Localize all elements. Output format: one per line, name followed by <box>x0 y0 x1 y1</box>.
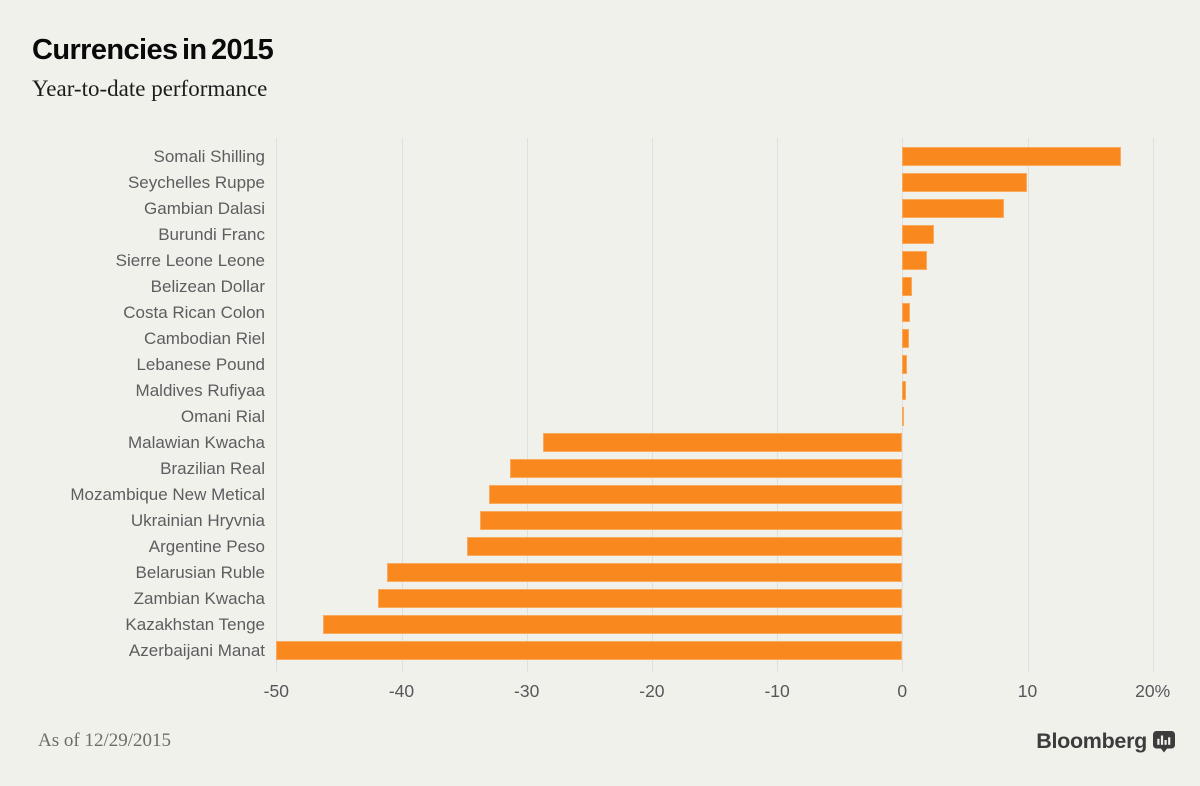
axis-tick-label: -40 <box>388 681 415 701</box>
value-bar <box>489 485 903 504</box>
category-label: Omani Rial <box>180 406 265 426</box>
category-label: Costa Rican Colon <box>123 302 265 322</box>
value-bar <box>902 225 934 244</box>
category-label: Argentine Peso <box>148 536 265 556</box>
category-label: Ukrainian Hryvnia <box>130 510 265 530</box>
page-subtitle: Year-to-date performance <box>32 76 268 101</box>
value-bar <box>322 615 903 634</box>
value-bar <box>386 563 903 582</box>
axis-tick-label: -20 <box>639 681 665 701</box>
value-bar <box>543 433 903 452</box>
gridline <box>777 138 779 672</box>
gridline <box>526 138 528 672</box>
category-label: Seychelles Ruppe <box>127 172 265 192</box>
category-label: Sierre Leone Leone <box>115 250 265 270</box>
category-label: Kazakhstan Tenge <box>125 614 265 634</box>
category-label: Cambodian Riel <box>144 328 265 348</box>
category-label: Mozambique New Metical <box>70 484 265 504</box>
as-of-date: As of 12/29/2015 <box>38 730 171 751</box>
value-bar <box>902 251 928 270</box>
axis-tick-label: 0 <box>897 681 908 701</box>
axis-tick-label: 10 <box>1017 681 1038 701</box>
value-bar <box>902 277 912 296</box>
value-bar <box>902 355 907 374</box>
value-bar <box>902 329 910 348</box>
axis-tick-label: -50 <box>263 681 289 701</box>
gridline <box>651 138 653 672</box>
value-bar <box>377 589 903 608</box>
category-label: Lebanese Pound <box>136 354 265 374</box>
axis-tick-label: 20% <box>1135 681 1171 701</box>
category-label: Zambian Kwacha <box>133 588 265 608</box>
category-label: Azerbaijani Manat <box>128 640 265 660</box>
category-label: Maldives Rufiyaa <box>135 380 265 400</box>
bloomberg-wordmark: Bloomberg <box>1036 729 1147 753</box>
category-label: Belizean Dollar <box>150 276 265 296</box>
category-label: Belarusian Ruble <box>135 562 265 582</box>
gridline <box>902 138 904 672</box>
category-label: Burundi Franc <box>158 224 265 244</box>
bloomberg-logo: Bloomberg <box>1036 729 1175 754</box>
category-label: Gambian Dalasi <box>144 198 265 218</box>
axis-tick-label: -10 <box>764 681 790 701</box>
category-label: Malawian Kwacha <box>127 432 265 452</box>
value-bar <box>902 147 1122 166</box>
value-bar <box>902 199 1004 218</box>
value-bar <box>480 511 903 530</box>
value-bar <box>902 173 1028 192</box>
category-label: Brazilian Real <box>160 458 265 478</box>
gridline <box>1027 138 1029 672</box>
value-bar <box>466 537 903 556</box>
value-bar <box>902 303 911 322</box>
value-bar <box>902 381 907 400</box>
gridline <box>1152 138 1154 672</box>
gridline <box>276 138 278 672</box>
bar-chart-bubble-icon <box>1153 730 1175 753</box>
gridline <box>401 138 403 672</box>
page-title: Currencies in 2015 <box>32 34 274 66</box>
category-label: Somali Shilling <box>153 146 266 166</box>
value-bar <box>510 459 903 478</box>
value-bar <box>276 641 903 660</box>
axis-tick-label: -30 <box>514 681 540 701</box>
value-bar <box>902 407 905 426</box>
